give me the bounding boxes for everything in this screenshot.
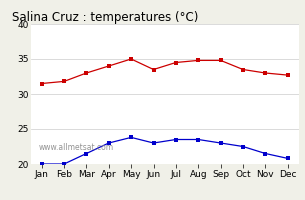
Text: Salina Cruz : temperatures (°C): Salina Cruz : temperatures (°C): [12, 11, 198, 24]
Text: www.allmetsat.com: www.allmetsat.com: [38, 143, 114, 152]
